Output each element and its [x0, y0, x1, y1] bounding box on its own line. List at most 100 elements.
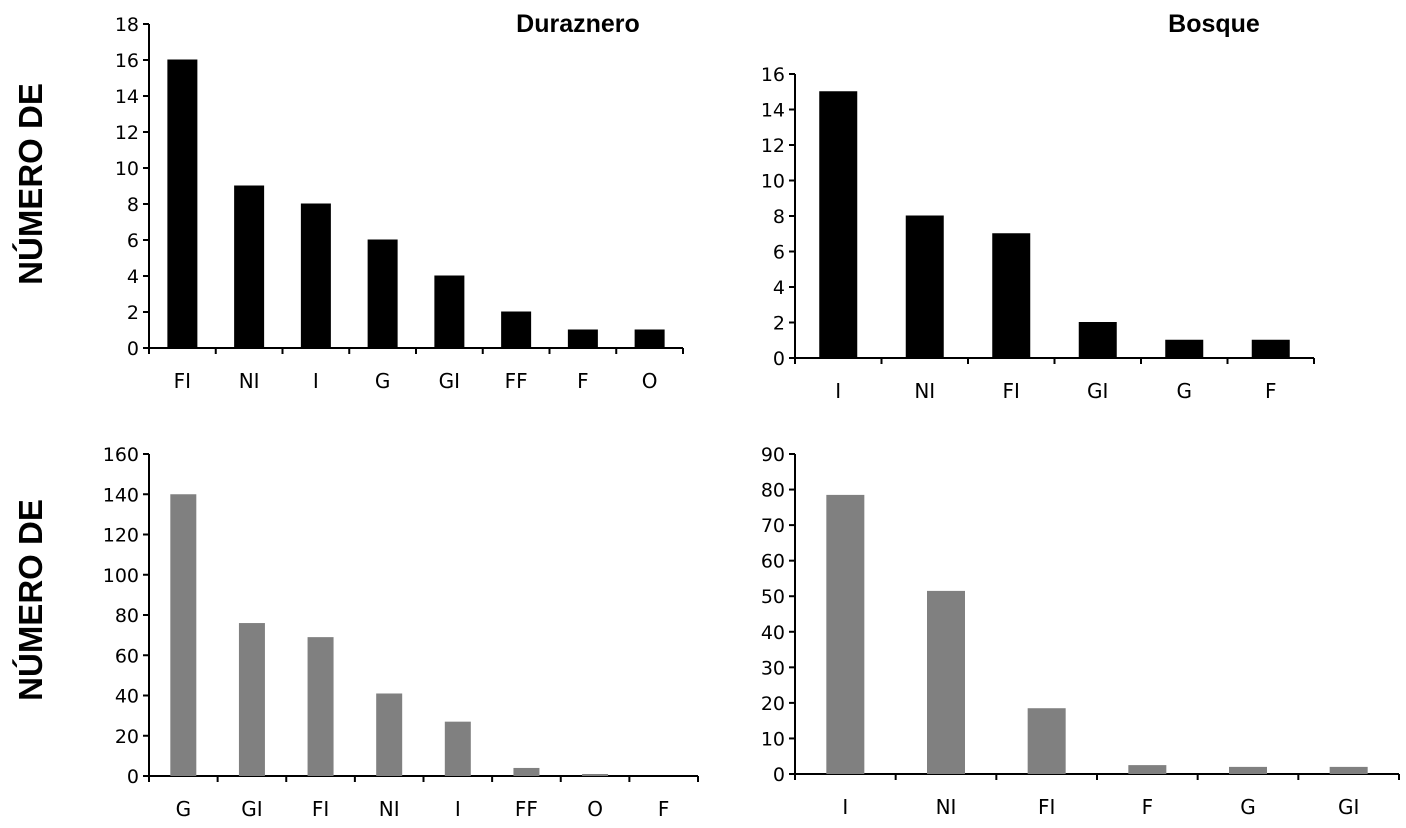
- title-duraznero: Duraznero: [516, 10, 640, 38]
- x-category-label: GI: [241, 797, 262, 821]
- bar-f: [1128, 765, 1167, 774]
- x-category-label: FF: [505, 369, 528, 393]
- x-category-label: F: [1142, 795, 1154, 819]
- y-tick-label: 60: [115, 645, 139, 667]
- bar-f: [567, 329, 598, 349]
- bar-f: [1251, 339, 1290, 359]
- y-tick-label: 18: [115, 14, 139, 36]
- y-tick-label: 0: [127, 766, 139, 788]
- title-bosque: Bosque: [1168, 10, 1260, 38]
- y-tick-label: 14: [761, 100, 785, 122]
- bar-gi: [1329, 766, 1368, 774]
- bar-i: [444, 721, 471, 776]
- y-tick-label: 0: [773, 348, 785, 370]
- y-tick-label: 4: [773, 277, 785, 299]
- bar-o: [582, 773, 609, 776]
- x-category-label: O: [587, 797, 603, 821]
- chart-bosque-top: 0 2 4 6 8 10 12 14 16 I NI FI GI G F: [761, 64, 1315, 403]
- x-category-label: O: [642, 369, 658, 393]
- x-category-label: G: [176, 797, 192, 821]
- bar-o: [634, 329, 665, 349]
- row-label-top: NÚMERO DE: [12, 83, 49, 285]
- bar-i: [826, 494, 865, 774]
- y-tick-label: 8: [773, 206, 785, 228]
- y-tick-label: 0: [127, 338, 139, 360]
- bar-ni: [927, 590, 965, 774]
- bar-fi: [1027, 708, 1066, 774]
- x-category-label: NI: [914, 379, 935, 403]
- bar-g: [170, 494, 197, 776]
- x-category-label: I: [313, 369, 319, 393]
- y-tick-label: 8: [127, 194, 139, 216]
- y-tick-label: 12: [761, 135, 785, 157]
- x-category-label: G: [375, 369, 391, 393]
- row-label-bottom: NÚMERO DE: [12, 499, 49, 701]
- y-tick-label: 10: [761, 171, 785, 193]
- y-tick-label: 6: [773, 242, 785, 264]
- y-tick-label: 4: [127, 266, 139, 288]
- y-tick-label: 40: [761, 622, 785, 644]
- bar-gi: [238, 623, 265, 776]
- bar-g: [1165, 339, 1204, 359]
- y-tick-label: 90: [761, 444, 785, 466]
- x-category-label: FI: [174, 369, 191, 393]
- y-tick-label: 12: [115, 122, 139, 144]
- x-category-label: I: [842, 795, 848, 819]
- y-tick-label: 14: [115, 86, 139, 108]
- bar-fi: [307, 637, 334, 776]
- x-category-label: G: [1177, 379, 1193, 403]
- x-category-label: F: [577, 369, 589, 393]
- x-category-label: FI: [1038, 795, 1055, 819]
- y-tick-label: 100: [103, 565, 139, 587]
- y-tick-label: 2: [127, 302, 139, 324]
- y-tick-label: 60: [761, 551, 785, 573]
- x-category-label: GI: [439, 369, 460, 393]
- x-category-label: FF: [515, 797, 538, 821]
- y-tick-label: 6: [127, 230, 139, 252]
- bar-fi: [167, 59, 198, 349]
- x-category-label: FI: [312, 797, 329, 821]
- y-tick-label: 80: [761, 480, 785, 502]
- x-category-label: FI: [1003, 379, 1020, 403]
- chart-bosque-bottom: 0 10 20 30 40 50 60 70 80 90 I NI FI F G GI: [761, 444, 1400, 819]
- x-category-label: NI: [379, 797, 400, 821]
- bar-fi: [992, 233, 1031, 359]
- bar-i: [300, 203, 331, 349]
- bar-ni: [905, 215, 944, 359]
- bar-gi: [434, 275, 465, 349]
- y-tick-label: 20: [115, 726, 139, 748]
- y-tick-label: 2: [773, 313, 785, 335]
- x-category-label: F: [658, 797, 670, 821]
- bar-ff: [501, 311, 532, 349]
- y-tick-label: 50: [761, 586, 785, 608]
- x-category-label: F: [1265, 379, 1277, 403]
- bar-gi: [1078, 322, 1117, 359]
- bar-ff: [513, 767, 540, 776]
- y-tick-label: 70: [761, 515, 785, 537]
- y-tick-label: 80: [115, 605, 139, 627]
- y-tick-label: 140: [103, 484, 139, 506]
- y-tick-label: 10: [115, 158, 139, 180]
- x-category-label: NI: [936, 795, 957, 819]
- y-tick-label: 120: [103, 525, 139, 547]
- y-tick-label: 40: [115, 686, 139, 708]
- bar-g: [1229, 766, 1267, 774]
- y-tick-label: 0: [773, 764, 785, 786]
- chart-duraznero-bottom: 0 20 40 60 80 100 120 140 160 G GI FI NI I FF O F: [103, 444, 699, 821]
- x-category-label: GI: [1087, 379, 1108, 403]
- x-category-label: GI: [1338, 795, 1359, 819]
- x-category-label: G: [1240, 795, 1256, 819]
- y-tick-label: 10: [761, 728, 785, 750]
- bar-i: [819, 91, 858, 359]
- x-category-label: NI: [239, 369, 260, 393]
- y-tick-label: 16: [115, 50, 139, 72]
- bar-ni: [234, 185, 265, 349]
- y-tick-label: 20: [761, 693, 785, 715]
- x-category-label: I: [455, 797, 461, 821]
- y-tick-label: 16: [761, 64, 785, 86]
- bar-ni: [376, 693, 403, 776]
- bar-g: [367, 239, 398, 349]
- y-tick-label: 160: [103, 444, 139, 466]
- y-tick-label: 30: [761, 657, 785, 679]
